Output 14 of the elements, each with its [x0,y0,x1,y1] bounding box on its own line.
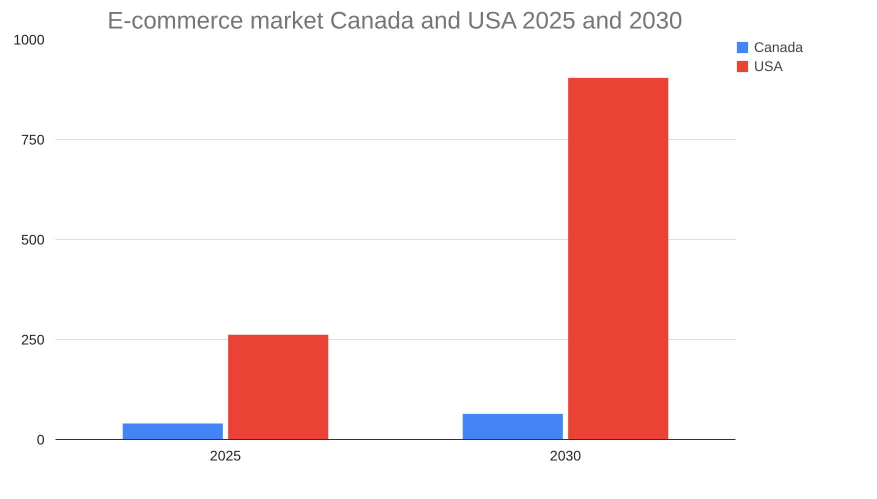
bar [568,78,668,440]
y-tick-label: 250 [21,332,45,348]
y-tick-label: 1000 [13,32,45,48]
legend-label: Canada [754,39,804,55]
bar [462,414,563,440]
bar [228,334,328,440]
y-tick-label: 500 [21,232,45,248]
legend-label: USA [754,58,783,74]
x-tick-label: 2025 [210,448,242,464]
y-tick-label: 750 [21,132,45,148]
chart-title: E-commerce market Canada and USA 2025 and 2030 [107,8,682,34]
bar [122,424,223,440]
x-tick-label: 2030 [550,448,582,464]
y-tick-label: 0 [36,432,45,448]
